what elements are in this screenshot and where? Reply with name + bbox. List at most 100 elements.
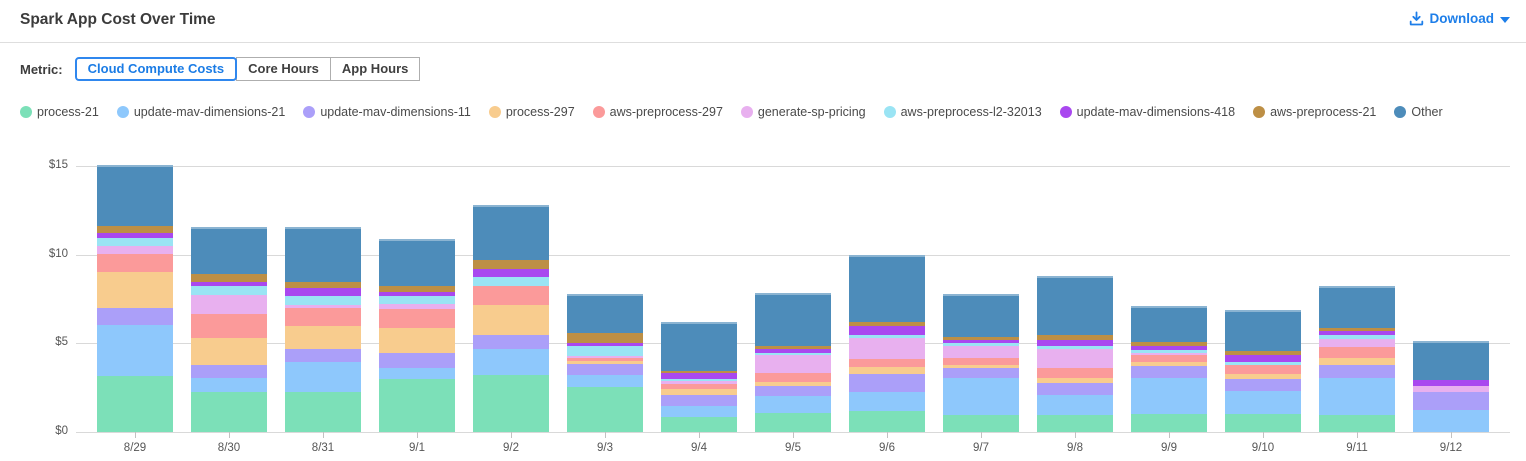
legend-item-generate-sp-pricing[interactable]: generate-sp-pricing <box>740 105 866 119</box>
bar-9/12[interactable] <box>1413 341 1489 432</box>
bar-segment-process-21[interactable] <box>1037 415 1113 432</box>
bar-segment-aws-preprocess-21[interactable] <box>849 322 925 327</box>
bar-segment-update-mav-dimensions-11[interactable] <box>661 394 737 407</box>
bar-segment-update-mav-dimensions-11[interactable] <box>567 363 643 376</box>
bar-segment-update-mav-dimensions-418[interactable] <box>849 326 925 335</box>
bar-segment-process-297[interactable] <box>379 327 455 353</box>
bar-segment-aws-preprocess-297[interactable] <box>943 357 1019 365</box>
bar-segment-aws-preprocess-297[interactable] <box>755 372 831 383</box>
bar-segment-aws-preprocess-l2-32013[interactable] <box>661 378 737 381</box>
bar-segment-Other[interactable] <box>661 322 737 371</box>
bar-segment-update-mav-dimensions-11[interactable] <box>755 386 831 397</box>
bar-segment-generate-sp-pricing[interactable] <box>97 245 173 254</box>
bar-segment-Other[interactable] <box>943 293 1019 337</box>
bar-segment-update-mav-dimensions-11[interactable] <box>1131 365 1207 378</box>
bar-segment-aws-preprocess-l2-32013[interactable] <box>849 334 925 338</box>
bar-8/31[interactable] <box>285 226 361 432</box>
bar-segment-update-mav-dimensions-21[interactable] <box>1319 377 1395 416</box>
bar-segment-generate-sp-pricing[interactable] <box>1131 353 1207 356</box>
bar-segment-process-21[interactable] <box>567 387 643 432</box>
bar-segment-update-mav-dimensions-418[interactable] <box>755 349 831 353</box>
bar-segment-aws-preprocess-l2-32013[interactable] <box>473 276 549 287</box>
bar-segment-process-297[interactable] <box>473 305 549 336</box>
bar-9/2[interactable] <box>473 205 549 432</box>
bar-segment-update-mav-dimensions-11[interactable] <box>191 365 267 379</box>
bar-segment-aws-preprocess-21[interactable] <box>473 259 549 269</box>
bar-segment-generate-sp-pricing[interactable] <box>661 380 737 385</box>
bar-segment-update-mav-dimensions-418[interactable] <box>379 291 455 297</box>
bar-9/10[interactable] <box>1225 309 1301 432</box>
bar-segment-process-297[interactable] <box>661 388 737 395</box>
bar-segment-update-mav-dimensions-11[interactable] <box>943 367 1019 378</box>
bar-segment-process-297[interactable] <box>755 382 831 387</box>
bar-9/7[interactable] <box>943 293 1019 432</box>
bar-segment-process-297[interactable] <box>97 271 173 308</box>
bar-segment-aws-preprocess-21[interactable] <box>1319 327 1395 332</box>
bar-8/30[interactable] <box>191 226 267 432</box>
bar-segment-aws-preprocess-21[interactable] <box>1037 335 1113 340</box>
bar-segment-update-mav-dimensions-21[interactable] <box>755 396 831 413</box>
bar-segment-aws-preprocess-297[interactable] <box>97 253 173 272</box>
bar-segment-generate-sp-pricing[interactable] <box>567 355 643 358</box>
bar-9/6[interactable] <box>849 255 925 432</box>
bar-segment-update-mav-dimensions-21[interactable] <box>285 361 361 392</box>
bar-segment-aws-preprocess-21[interactable] <box>1131 341 1207 346</box>
legend-item-process-297[interactable]: process-297 <box>488 105 575 119</box>
bar-segment-process-21[interactable] <box>755 412 831 432</box>
bar-segment-aws-preprocess-297[interactable] <box>849 358 925 368</box>
bar-segment-Other[interactable] <box>1225 309 1301 351</box>
bar-segment-aws-preprocess-l2-32013[interactable] <box>1131 349 1207 354</box>
bar-segment-aws-preprocess-l2-32013[interactable] <box>285 296 361 305</box>
bar-segment-aws-preprocess-21[interactable] <box>191 274 267 282</box>
bar-segment-update-mav-dimensions-11[interactable] <box>1225 379 1301 392</box>
bar-segment-update-mav-dimensions-21[interactable] <box>191 378 267 393</box>
bar-segment-process-21[interactable] <box>1319 415 1395 432</box>
bar-segment-process-21[interactable] <box>1131 413 1207 432</box>
bar-segment-process-21[interactable] <box>285 391 361 432</box>
bar-segment-update-mav-dimensions-21[interactable] <box>943 377 1019 416</box>
bar-segment-update-mav-dimensions-418[interactable] <box>661 372 737 379</box>
bar-segment-process-297[interactable] <box>1037 377 1113 384</box>
metric-button-app-hours[interactable]: App Hours <box>329 57 421 81</box>
bar-segment-update-mav-dimensions-418[interactable] <box>97 233 173 238</box>
bar-segment-update-mav-dimensions-418[interactable] <box>567 342 643 347</box>
bar-segment-Other[interactable] <box>379 238 455 286</box>
bar-segment-aws-preprocess-297[interactable] <box>1037 367 1113 378</box>
bar-segment-aws-preprocess-297[interactable] <box>567 357 643 362</box>
bar-segment-process-297[interactable] <box>191 337 267 366</box>
bar-segment-generate-sp-pricing[interactable] <box>285 304 361 308</box>
bar-9/5[interactable] <box>755 293 831 432</box>
bar-segment-generate-sp-pricing[interactable] <box>379 303 455 309</box>
bar-segment-update-mav-dimensions-11[interactable] <box>849 374 925 393</box>
bar-segment-update-mav-dimensions-11[interactable] <box>379 352 455 369</box>
bar-segment-aws-preprocess-297[interactable] <box>473 286 549 306</box>
bar-segment-process-21[interactable] <box>97 376 173 432</box>
bar-segment-update-mav-dimensions-21[interactable] <box>567 375 643 387</box>
bar-segment-update-mav-dimensions-418[interactable] <box>191 281 267 286</box>
bar-9/11[interactable] <box>1319 286 1395 432</box>
bar-segment-process-297[interactable] <box>1131 361 1207 366</box>
legend-item-aws-preprocess-l2-32013[interactable]: aws-preprocess-l2-32013 <box>883 105 1042 119</box>
bar-segment-update-mav-dimensions-11[interactable] <box>1413 392 1489 411</box>
bar-segment-Other[interactable] <box>191 226 267 275</box>
bar-segment-generate-sp-pricing[interactable] <box>755 355 831 373</box>
bar-segment-aws-preprocess-l2-32013[interactable] <box>755 352 831 356</box>
bar-segment-generate-sp-pricing[interactable] <box>849 337 925 359</box>
bar-segment-process-21[interactable] <box>473 375 549 432</box>
bar-segment-update-mav-dimensions-418[interactable] <box>1225 355 1301 362</box>
legend-item-Other[interactable]: Other <box>1394 105 1443 119</box>
bar-segment-aws-preprocess-297[interactable] <box>191 314 267 338</box>
bar-segment-update-mav-dimensions-21[interactable] <box>1225 391 1301 414</box>
bar-segment-aws-preprocess-21[interactable] <box>943 336 1019 341</box>
bar-segment-process-297[interactable] <box>1225 374 1301 380</box>
bar-segment-process-297[interactable] <box>943 364 1019 368</box>
bar-segment-aws-preprocess-21[interactable] <box>379 285 455 292</box>
bar-segment-process-21[interactable] <box>379 379 455 432</box>
bar-segment-Other[interactable] <box>1413 341 1489 381</box>
bar-segment-update-mav-dimensions-21[interactable] <box>661 406 737 418</box>
bar-segment-update-mav-dimensions-418[interactable] <box>1037 339 1113 347</box>
bar-segment-generate-sp-pricing[interactable] <box>1037 348 1113 368</box>
bar-segment-aws-preprocess-297[interactable] <box>1319 347 1395 358</box>
bar-segment-update-mav-dimensions-21[interactable] <box>1131 377 1207 414</box>
bar-segment-generate-sp-pricing[interactable] <box>943 346 1019 358</box>
